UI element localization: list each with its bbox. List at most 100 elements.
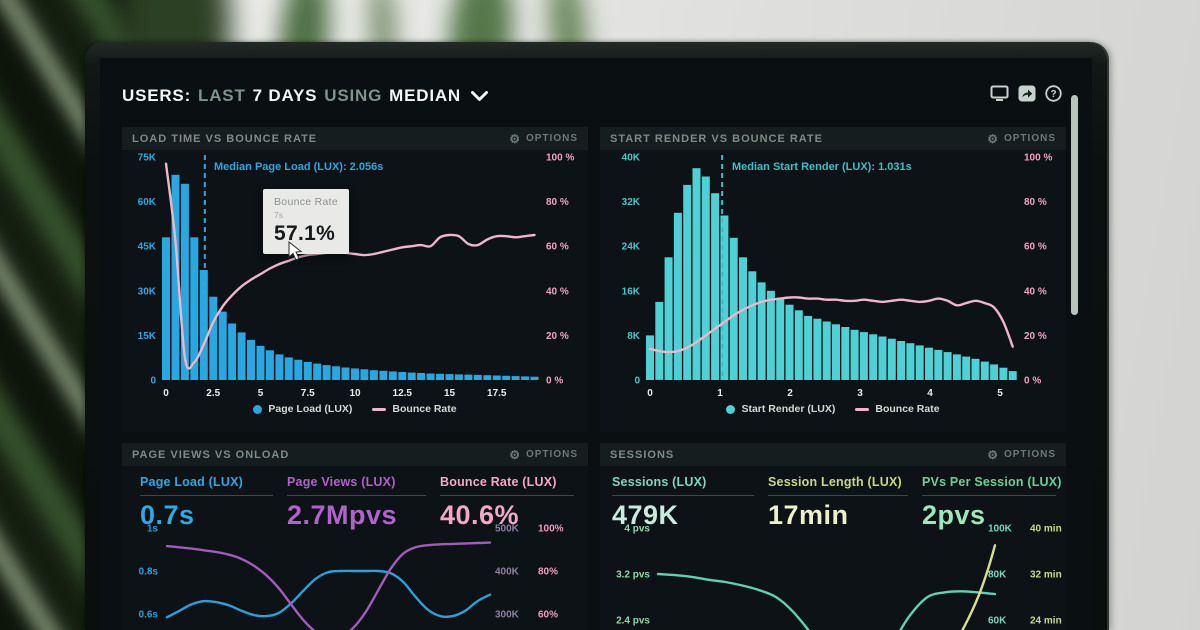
svg-text:24K: 24K [622, 242, 641, 253]
legend-item: Bounce Rate [855, 403, 940, 415]
help-icon[interactable]: ? [1045, 85, 1062, 102]
users-filter-dropdown[interactable]: USERS: LAST 7 DAYS USING MEDIAN [122, 86, 488, 106]
median-annotation: Median Page Load (LUX): 2.056s [214, 161, 384, 173]
svg-text:15: 15 [444, 388, 456, 399]
svg-text:30K: 30K [138, 286, 157, 297]
sessions-chart: 4 pvs 3.2 pvs 2.4 pvs 100K 40 min 80K 32 min 60… [616, 524, 1062, 630]
tooltip-series: Bounce Rate [274, 196, 339, 208]
options-label: OPTIONS [525, 133, 578, 144]
svg-text:5: 5 [258, 388, 264, 399]
options-button[interactable]: ⚙ OPTIONS [509, 131, 578, 146]
options-button[interactable]: ⚙ OPTIONS [987, 131, 1056, 146]
panel-sessions: SESSIONS ⚙ OPTIONS 4 pvs 3.2 pvs 2.4 pvs 10… [600, 443, 1066, 630]
svg-text:7.5: 7.5 [301, 388, 315, 399]
divider [440, 495, 574, 496]
svg-text:0: 0 [647, 388, 653, 399]
legend-dot-icon [253, 404, 263, 414]
svg-text:100 %: 100 % [546, 153, 574, 164]
gear-icon: ⚙ [509, 131, 521, 146]
svg-text:0 %: 0 % [546, 376, 563, 387]
svg-text:32 min: 32 min [1030, 570, 1062, 581]
svg-text:0: 0 [634, 376, 640, 387]
metric-page-load: Page Load (LUX) 0.7s [140, 475, 287, 531]
svg-text:60 %: 60 % [546, 242, 569, 253]
svg-text:45K: 45K [138, 242, 157, 253]
options-button[interactable]: ⚙ OPTIONS [509, 447, 578, 462]
chevron-down-icon [471, 90, 488, 101]
legend-line-icon [855, 407, 870, 411]
tooltip-x-value: 7s [274, 210, 283, 220]
mouse-cursor [288, 241, 303, 261]
chart-tooltip: Bounce Rate 7s 57.1% [263, 189, 350, 254]
gear-icon: ⚙ [987, 447, 999, 462]
divider [768, 495, 908, 496]
filter-word: USING [324, 86, 383, 105]
gear-icon: ⚙ [987, 131, 999, 146]
svg-text:2: 2 [787, 388, 793, 399]
svg-text:10: 10 [349, 388, 361, 399]
svg-text:80 %: 80 % [1024, 197, 1047, 208]
svg-text:1: 1 [717, 388, 723, 399]
svg-text:5: 5 [997, 388, 1003, 399]
metric-sessions: Sessions (LUX) 479K [612, 475, 768, 531]
tooltip-value: 57.1% [274, 222, 336, 245]
svg-text:4 pvs: 4 pvs [624, 524, 650, 535]
metric-bounce-rate: Bounce Rate (LUX) 40.6% [440, 475, 588, 531]
legend-line-icon [372, 407, 387, 411]
svg-text:400K: 400K [495, 567, 520, 578]
svg-text:80%: 80% [538, 567, 558, 578]
scrollbar[interactable] [1071, 95, 1078, 315]
header-toolbar: ? [990, 85, 1062, 102]
svg-text:15K: 15K [138, 331, 157, 342]
load-time-chart: 75K 60K 45K 30K 15K 0 100 % 80 % 60 % 40 % 20 % 0 %… [138, 153, 575, 400]
chart-legend: Page Load (LUX) Bounce Rate [122, 403, 588, 415]
laptop: USERS: LAST 7 DAYS USING MEDIAN [85, 42, 1107, 630]
display-icon[interactable] [990, 85, 1009, 102]
median-annotation: Median Start Render (LUX): 1.031s [732, 161, 912, 173]
svg-text:100%: 100% [538, 524, 564, 535]
legend-item: Page Load (LUX) [253, 403, 352, 415]
users-label: USERS: [122, 86, 192, 105]
svg-text:20 %: 20 % [546, 331, 569, 342]
svg-text:1s: 1s [147, 524, 159, 535]
divider [922, 495, 1056, 496]
legend-item: Start Render (LUX) [726, 403, 835, 415]
svg-text:60K: 60K [138, 197, 157, 208]
svg-text:40K: 40K [622, 153, 641, 164]
share-icon[interactable] [1018, 85, 1036, 102]
options-button[interactable]: ⚙ OPTIONS [987, 447, 1056, 462]
metric-page-views: Page Views (LUX) 2.7Mpvs [287, 475, 440, 531]
svg-text:4: 4 [927, 388, 933, 399]
svg-text:100 %: 100 % [1024, 153, 1052, 164]
svg-text:8K: 8K [627, 331, 641, 342]
divider [287, 495, 426, 496]
svg-text:300K: 300K [495, 610, 520, 621]
svg-text:75K: 75K [138, 153, 157, 164]
metrics-row: Sessions (LUX) 479K Session Length (LUX)… [612, 475, 1070, 531]
svg-text:500K: 500K [495, 524, 520, 535]
svg-text:40 min: 40 min [1030, 524, 1062, 535]
options-label: OPTIONS [1003, 133, 1056, 144]
metric-pvs-per-session: PVs Per Session (LUX) 2pvs [922, 475, 1062, 530]
svg-text:2.4 pvs: 2.4 pvs [616, 616, 650, 627]
metric-session-length: Session Length (LUX) 17min [768, 475, 922, 531]
panel-title: LOAD TIME VS BOUNCE RATE [132, 132, 318, 145]
start-render-chart: 40K 32K 24K 16K 8K 0 100 % 80 % 60 % 40 % 20 % 0 % 0… [622, 153, 1053, 400]
svg-text:60K: 60K [988, 616, 1007, 627]
legend-dot-icon [726, 404, 736, 414]
gear-icon: ⚙ [509, 447, 521, 462]
svg-text:32K: 32K [622, 197, 641, 208]
chart-legend: Start Render (LUX) Bounce Rate [600, 403, 1066, 415]
svg-text:0: 0 [150, 376, 156, 387]
svg-text:12.5: 12.5 [393, 388, 413, 399]
svg-text:80 %: 80 % [546, 197, 569, 208]
panel-start-render: START RENDER VS BOUNCE RATE ⚙ OPTIONS 40… [600, 127, 1066, 432]
panel-title: PAGE VIEWS VS ONLOAD [132, 448, 290, 461]
aggregation-value: MEDIAN [389, 86, 461, 105]
date-range-value: 7 DAYS [252, 86, 318, 105]
svg-text:100K: 100K [988, 524, 1013, 535]
svg-text:3: 3 [857, 388, 863, 399]
panel-page-views: PAGE VIEWS VS ONLOAD ⚙ OPTIONS 1s 0.8s 0.6… [122, 443, 588, 630]
svg-text:3.2 pvs: 3.2 pvs [616, 570, 650, 581]
svg-text:0.8s: 0.8s [139, 567, 159, 578]
